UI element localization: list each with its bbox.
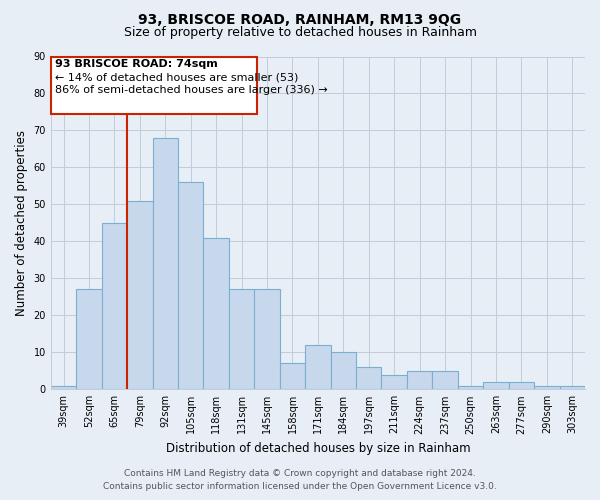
- Bar: [229, 290, 254, 390]
- Bar: [203, 238, 229, 390]
- Text: 93, BRISCOE ROAD, RAINHAM, RM13 9QG: 93, BRISCOE ROAD, RAINHAM, RM13 9QG: [139, 12, 461, 26]
- X-axis label: Distribution of detached houses by size in Rainham: Distribution of detached houses by size …: [166, 442, 470, 455]
- Bar: [127, 200, 152, 390]
- Bar: [458, 386, 483, 390]
- Bar: [152, 138, 178, 390]
- Bar: [178, 182, 203, 390]
- Y-axis label: Number of detached properties: Number of detached properties: [15, 130, 28, 316]
- Bar: [331, 352, 356, 390]
- Bar: [534, 386, 560, 390]
- Bar: [382, 374, 407, 390]
- Text: Contains HM Land Registry data © Crown copyright and database right 2024.
Contai: Contains HM Land Registry data © Crown c…: [103, 469, 497, 491]
- Text: Size of property relative to detached houses in Rainham: Size of property relative to detached ho…: [124, 26, 476, 39]
- Text: 93 BRISCOE ROAD: 74sqm: 93 BRISCOE ROAD: 74sqm: [55, 60, 217, 70]
- Bar: [305, 345, 331, 390]
- Bar: [407, 371, 433, 390]
- Bar: [509, 382, 534, 390]
- Bar: [483, 382, 509, 390]
- Bar: [101, 223, 127, 390]
- Bar: [280, 364, 305, 390]
- Bar: [254, 290, 280, 390]
- Bar: [76, 290, 101, 390]
- Bar: [433, 371, 458, 390]
- Bar: [356, 367, 382, 390]
- Text: 86% of semi-detached houses are larger (336) →: 86% of semi-detached houses are larger (…: [55, 85, 328, 95]
- Text: ← 14% of detached houses are smaller (53): ← 14% of detached houses are smaller (53…: [55, 72, 298, 82]
- FancyBboxPatch shape: [51, 56, 257, 114]
- Bar: [51, 386, 76, 390]
- Bar: [560, 386, 585, 390]
